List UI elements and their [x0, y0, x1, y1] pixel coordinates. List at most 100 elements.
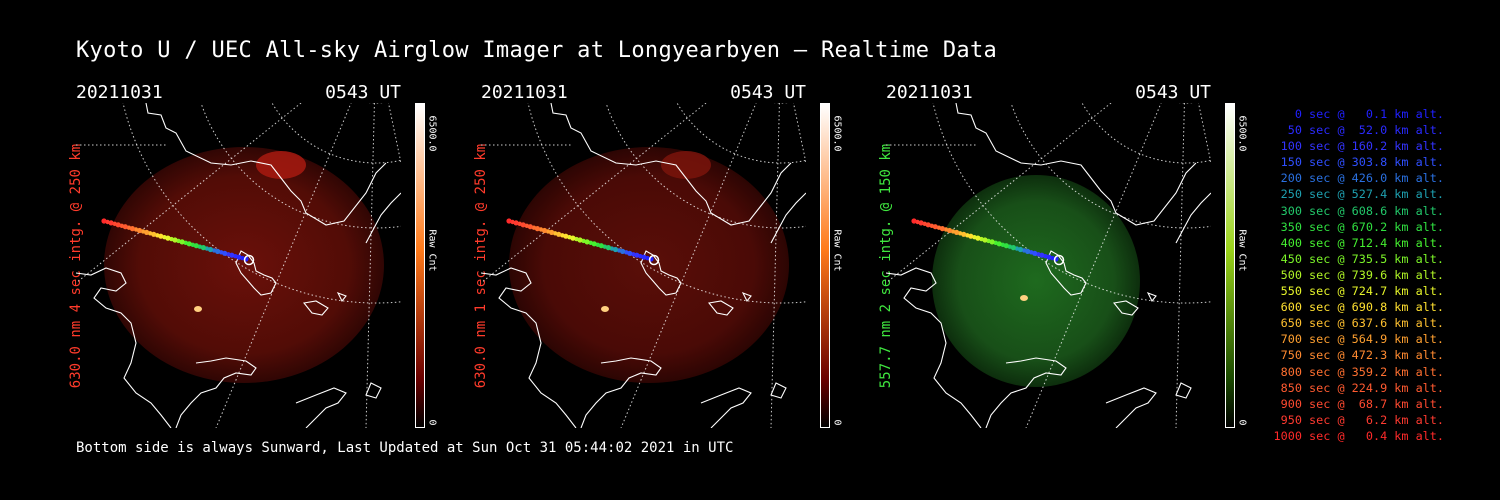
- trajectory-point: [151, 231, 157, 237]
- lat-lon-grid: [481, 103, 806, 428]
- trajectory-point: [968, 233, 974, 239]
- trajectory-point: [975, 235, 981, 241]
- trajectory-point: [158, 233, 164, 239]
- trajectory-point: [961, 231, 967, 237]
- altitude-legend: 0 sec @ 0.1 km alt. 50 sec @ 52.0 km alt.…: [1266, 106, 1444, 444]
- trajectory-point: [989, 239, 995, 245]
- sky-disc: [104, 147, 384, 383]
- coastline: [76, 103, 401, 428]
- colorbar-unit-label: Raw Cnt: [1236, 228, 1248, 272]
- legend-item: 900 sec @ 68.7 km alt.: [1280, 396, 1444, 411]
- trajectory-point: [556, 231, 562, 237]
- legend-item: 1000 sec @ 0.4 km alt.: [1273, 428, 1444, 443]
- allsky-image: [481, 103, 806, 428]
- trajectory-point: [136, 227, 143, 234]
- legend-item: 500 sec @ 739.6 km alt.: [1280, 267, 1444, 282]
- trajectory-point: [954, 229, 960, 235]
- trajectory-point: [549, 229, 555, 235]
- lat-lon-grid: [76, 103, 401, 428]
- legend-item: 550 sec @ 724.7 km alt.: [1280, 284, 1444, 299]
- legend-item: 200 sec @ 426.0 km alt.: [1280, 171, 1444, 186]
- colorbar-unit-label: Raw Cnt: [426, 228, 438, 272]
- trajectory-point: [108, 220, 114, 226]
- trajectory-point: [932, 224, 938, 230]
- trajectory-point: [1003, 243, 1009, 249]
- colorbar-max-label: 6500.0: [831, 114, 843, 152]
- trajectory: [101, 218, 255, 266]
- trajectory-point: [925, 222, 931, 228]
- bright-spot: [601, 306, 609, 312]
- trajectory-point: [541, 227, 548, 234]
- trajectory: [506, 218, 660, 266]
- trajectory-point: [222, 250, 228, 256]
- colorbar: [820, 103, 830, 428]
- sky-disc: [509, 147, 789, 383]
- trajectory-point: [612, 246, 619, 253]
- trajectory-point: [1017, 246, 1024, 253]
- trajectory-point: [605, 245, 611, 251]
- trajectory-point: [1039, 252, 1045, 258]
- trajectory-point: [641, 254, 647, 260]
- trajectory-point: [939, 226, 945, 232]
- trajectory-point: [172, 237, 178, 243]
- trajectory-point: [918, 220, 924, 226]
- trajectory-point: [229, 252, 235, 258]
- lat-lon-grid: [886, 103, 1211, 428]
- trajectory-point: [186, 241, 192, 247]
- legend-item: 600 sec @ 690.8 km alt.: [1280, 300, 1444, 315]
- legend-item: 700 sec @ 564.9 km alt.: [1280, 332, 1444, 347]
- legend-item: 400 sec @ 712.4 km alt.: [1280, 235, 1444, 250]
- legend-item: 800 sec @ 359.2 km alt.: [1280, 364, 1444, 379]
- aurora-patch: [661, 151, 711, 179]
- trajectory-point: [534, 226, 540, 232]
- imager-panel-630-1s: 20211031 0543 UT 630.0 nm 1 sec intg. @ …: [474, 80, 881, 440]
- panel-date: 20211031: [76, 82, 163, 103]
- colorbar-min-label: 0: [831, 418, 843, 426]
- trajectory-point: [215, 248, 221, 254]
- trajectory-point: [563, 233, 569, 239]
- page-title: Kyoto U / UEC All-sky Airglow Imager at …: [76, 38, 998, 63]
- sky-disc: [932, 175, 1140, 387]
- imager-panel-630-4s: 20211031 0543 UT 630.0 nm 4 sec intg. @ …: [69, 80, 476, 440]
- colorbar-min-label: 0: [426, 418, 438, 426]
- trajectory-point: [584, 239, 590, 245]
- trajectory-point: [101, 218, 107, 224]
- trajectory-point: [634, 252, 640, 258]
- coastline: [886, 103, 1211, 428]
- trajectory-point: [982, 237, 988, 243]
- legend-item: 750 sec @ 472.3 km alt.: [1280, 348, 1444, 363]
- trajectory-point: [236, 254, 242, 260]
- trajectory-point: [207, 246, 214, 253]
- trajectory-point: [527, 224, 533, 230]
- trajectory-point: [598, 243, 604, 249]
- legend-item: 50 sec @ 52.0 km alt.: [1287, 123, 1444, 138]
- trajectory-point: [179, 239, 185, 245]
- trajectory-point: [1010, 245, 1016, 251]
- trajectory-point: [1025, 248, 1031, 254]
- trajectory-point: [577, 237, 583, 243]
- trajectory-point: [193, 243, 199, 249]
- coastline: [481, 103, 806, 428]
- panel-time: 0543 UT: [325, 82, 401, 103]
- trajectory-point: [570, 235, 576, 241]
- colorbar-max-label: 6500.0: [426, 114, 438, 152]
- colorbar: [1225, 103, 1235, 428]
- panel-time: 0543 UT: [1135, 82, 1211, 103]
- trajectory-point: [591, 241, 597, 247]
- trajectory-point: [911, 218, 917, 224]
- trajectory-point: [122, 224, 128, 230]
- trajectory-point: [1032, 250, 1038, 256]
- colorbar: [415, 103, 425, 428]
- trajectory: [911, 218, 1065, 266]
- trajectory-point: [165, 235, 171, 241]
- trajectory-point: [200, 245, 206, 251]
- legend-item: 650 sec @ 637.6 km alt.: [1280, 316, 1444, 331]
- legend-item: 450 sec @ 735.5 km alt.: [1280, 251, 1444, 266]
- colorbar-unit-label: Raw Cnt: [831, 228, 843, 272]
- station-marker: [243, 254, 255, 266]
- legend-item: 0 sec @ 0.1 km alt.: [1294, 107, 1444, 121]
- legend-item: 300 sec @ 608.6 km alt.: [1280, 203, 1444, 218]
- station-marker: [1053, 254, 1065, 266]
- colorbar-max-label: 6500.0: [1236, 114, 1248, 152]
- legend-item: 100 sec @ 160.2 km alt.: [1280, 139, 1444, 154]
